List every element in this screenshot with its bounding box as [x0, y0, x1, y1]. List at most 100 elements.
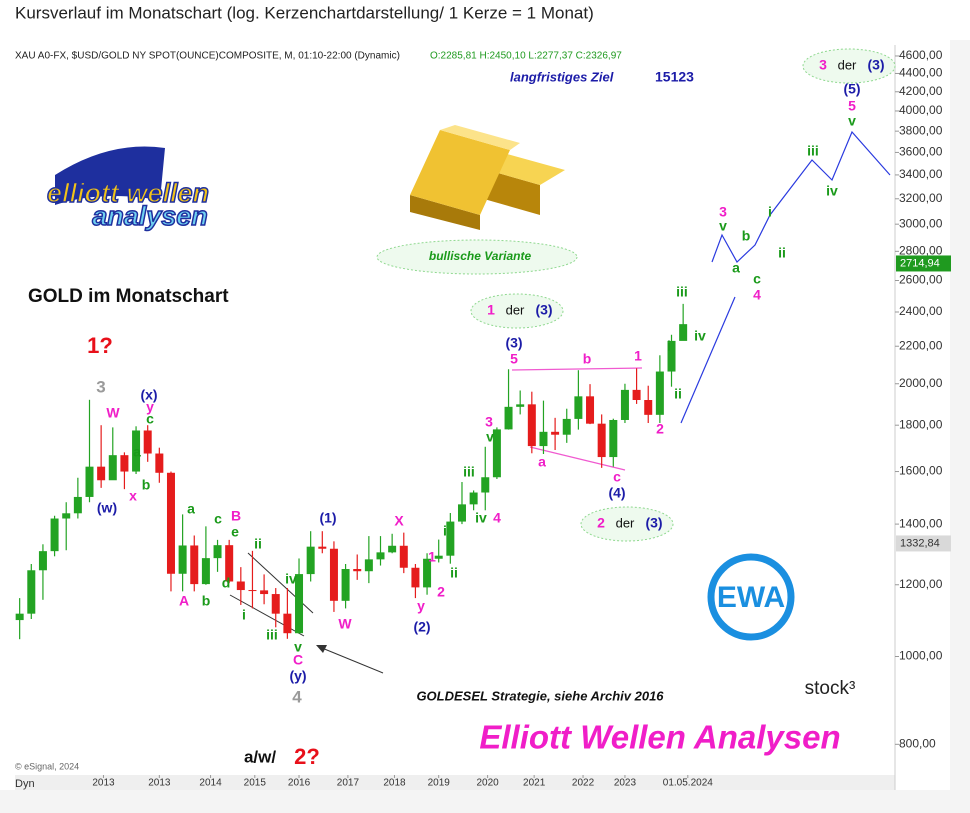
candle-body — [667, 340, 676, 372]
candle-body — [527, 404, 536, 447]
candle-body — [341, 569, 350, 601]
candle-body — [166, 472, 175, 574]
wave-label: (4) — [608, 485, 625, 501]
candle-body — [132, 430, 141, 472]
x-tick-label: 2017 — [337, 778, 360, 789]
wave-label: c — [146, 411, 154, 427]
side-margin — [950, 40, 970, 813]
wave-label: a — [732, 260, 740, 276]
x-tick-label: 2020 — [476, 778, 499, 789]
candle-body — [318, 546, 327, 549]
wave-label: i — [443, 523, 447, 539]
x-tick-label: 2015 — [244, 778, 267, 789]
candle-body — [50, 518, 59, 552]
wave-box-word: der — [506, 302, 525, 317]
wave-label: iv — [285, 571, 297, 587]
candle-body — [120, 455, 129, 472]
wave-label: (5) — [843, 81, 860, 97]
x-tick-label: 2014 — [199, 778, 222, 789]
wave-label: a — [133, 444, 141, 460]
wave-box — [802, 48, 896, 84]
candle-body — [225, 545, 234, 582]
candle-body — [108, 455, 117, 481]
x-tick-label: 2022 — [572, 778, 595, 789]
strategy-note: GOLDESEL Strategie, siehe Archiv 2016 — [416, 688, 664, 703]
logo-flag — [55, 146, 165, 205]
candle-body — [155, 453, 164, 473]
wave-label: A — [179, 593, 189, 609]
wave-box-wave: (3) — [645, 515, 662, 531]
candle-body — [411, 567, 420, 588]
candle-body — [213, 545, 222, 559]
logo: elliott wellen analysen — [46, 146, 210, 232]
wave-label: 1 — [428, 549, 436, 565]
y-tick-label: 2000,00 — [899, 376, 943, 390]
candle-body — [632, 389, 641, 401]
bottom-margin — [0, 790, 970, 813]
y-tick-label: 3600,00 — [899, 145, 943, 159]
variant-label: bullische Variante — [429, 249, 532, 263]
x-tick-label: 2013 — [148, 778, 171, 789]
wave-label: iii — [807, 143, 819, 159]
wave-label: v — [294, 639, 302, 655]
price-tag-label: 1332,84 — [900, 537, 940, 549]
x-tick-label: 2018 — [383, 778, 406, 789]
y-tick-label: 4000,00 — [899, 103, 943, 117]
candle-body — [562, 418, 571, 435]
wave-label: (1) — [319, 510, 336, 526]
x-tick-label: 2019 — [428, 778, 451, 789]
wave-label: i — [242, 607, 246, 623]
target-value: 15123 — [655, 69, 694, 85]
wave-label: (w) — [97, 500, 117, 516]
x-axis-strip — [15, 775, 895, 790]
candle-body — [73, 496, 82, 514]
wave-label: 4 — [292, 687, 302, 706]
wave-label: 4 — [753, 287, 761, 303]
wave-label: B — [231, 508, 241, 524]
wave-label: a/w/ — [244, 747, 276, 766]
chart-heading: GOLD im Monatschart — [28, 286, 229, 307]
candle-body — [248, 590, 257, 592]
candle-body — [27, 570, 36, 614]
candle-body — [353, 569, 362, 572]
candle-body — [178, 545, 187, 574]
candle-body — [516, 404, 525, 407]
wave-label: 5 — [510, 351, 518, 367]
price-tag — [896, 535, 951, 552]
wave-label: W — [106, 405, 120, 421]
candle-body — [679, 324, 688, 341]
candle-body — [469, 492, 478, 505]
wave-label: (3) — [505, 335, 522, 351]
wave-label: 2? — [294, 744, 320, 769]
y-tick-label: 2800,00 — [899, 243, 943, 257]
candle-body — [620, 389, 629, 420]
wave-label: 2 — [437, 584, 445, 600]
x-tick-label: 2016 — [288, 778, 311, 789]
candle-body — [481, 477, 490, 493]
wave-label: ii — [254, 536, 262, 552]
y-tick-label: 4400,00 — [899, 66, 943, 80]
candle-body — [236, 581, 245, 591]
wave-label: a — [187, 501, 195, 517]
candle-body — [329, 548, 338, 601]
variant-ellipse — [376, 239, 578, 275]
candle-body — [97, 466, 106, 481]
candle-body — [423, 558, 432, 588]
wave-label: (y) — [289, 668, 306, 684]
y-tick-label: 1800,00 — [899, 417, 943, 431]
candle-body — [574, 396, 583, 419]
target-label: langfristiges Ziel — [510, 69, 614, 84]
y-tick-label: 2200,00 — [899, 338, 943, 352]
arrow-line — [321, 647, 384, 674]
badge-ring — [707, 553, 795, 641]
candle-body — [15, 613, 24, 621]
wave-label: (2) — [413, 619, 430, 635]
candle-body — [644, 400, 653, 415]
candle-body — [551, 431, 560, 435]
wave-label: 1 — [634, 348, 642, 364]
wave-box-number: 1 — [487, 302, 495, 318]
x-tick-label: 2023 — [614, 778, 637, 789]
price-tag-label: 2714,94 — [900, 257, 940, 269]
candle-body — [295, 574, 304, 634]
chart-title: Kursverlauf im Monatschart (log. Kerzenc… — [15, 3, 594, 22]
